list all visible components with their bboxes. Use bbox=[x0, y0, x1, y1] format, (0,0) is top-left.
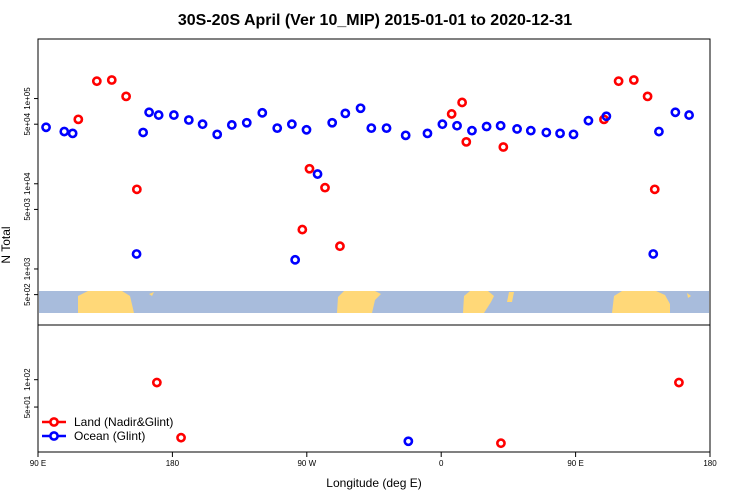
land-point bbox=[151, 377, 162, 388]
x-tick-label: 90 E bbox=[567, 459, 583, 468]
land-point bbox=[335, 241, 345, 252]
ocean-point bbox=[381, 123, 392, 134]
ocean-point bbox=[144, 107, 155, 118]
bottom-panel-frame bbox=[37, 324, 711, 453]
land-patch bbox=[507, 292, 514, 302]
ocean-point bbox=[286, 119, 297, 130]
ocean-point bbox=[403, 436, 414, 447]
y-tick-label: 5e+01 bbox=[23, 395, 32, 418]
land-point bbox=[674, 377, 684, 388]
land-point bbox=[297, 224, 308, 235]
land-point bbox=[176, 432, 186, 443]
ocean-point bbox=[568, 129, 579, 140]
x-tick-label: 90 W bbox=[297, 459, 316, 468]
ocean-point bbox=[654, 126, 664, 137]
y-tick-label: 5e+02 bbox=[23, 283, 32, 306]
ocean-point bbox=[481, 121, 492, 132]
y-tick-label: 5e+03 bbox=[23, 198, 32, 221]
ocean-point bbox=[355, 103, 366, 114]
land-point bbox=[446, 109, 457, 119]
y-tick-label: 1e+04 bbox=[23, 172, 32, 195]
land-patch bbox=[149, 292, 154, 296]
ocean-point bbox=[212, 129, 223, 140]
ocean-point bbox=[400, 130, 411, 141]
ocean-point bbox=[340, 108, 351, 119]
ocean-point bbox=[555, 128, 565, 139]
land-point bbox=[613, 76, 624, 87]
ocean-point bbox=[226, 120, 237, 130]
legend-label: Ocean (Glint) bbox=[74, 429, 145, 443]
y-axis-label: N Total bbox=[0, 226, 13, 263]
ocean-point bbox=[541, 127, 552, 138]
ocean-point bbox=[153, 110, 164, 120]
y-tick-label: 5e+04 bbox=[23, 112, 32, 135]
ocean-point bbox=[601, 111, 612, 122]
axes: 90 E 180 90 W 0 90 E 180 5e+02 1e+03 5e+03 1e+04 5… bbox=[23, 87, 717, 468]
legend-marker bbox=[49, 431, 59, 441]
top-panel-frame bbox=[37, 38, 711, 326]
ocean-point bbox=[512, 124, 522, 134]
ocean-point bbox=[684, 110, 694, 120]
y-tick-label: 1e+02 bbox=[23, 368, 32, 391]
land-point bbox=[461, 136, 472, 147]
land-patch bbox=[463, 291, 494, 313]
x-tick-label: 180 bbox=[703, 459, 717, 468]
ocean-point bbox=[312, 169, 323, 179]
legend: Land (Nadir&Glint)Ocean (Glint) bbox=[42, 415, 173, 443]
y-tick-label: 1e+03 bbox=[23, 257, 32, 280]
land-point bbox=[457, 97, 468, 108]
legend-marker bbox=[49, 417, 59, 427]
ocean-point bbox=[290, 254, 301, 265]
ocean-point bbox=[41, 122, 51, 133]
land-point bbox=[106, 75, 117, 85]
ocean-point bbox=[437, 119, 448, 130]
ocean-point bbox=[422, 128, 433, 139]
legend-label: Land (Nadir&Glint) bbox=[74, 415, 173, 429]
ocean-point bbox=[131, 249, 142, 259]
ocean-point bbox=[495, 120, 506, 131]
ocean-point bbox=[67, 128, 78, 139]
y-tick-label: 1e+05 bbox=[23, 87, 32, 110]
land-patch bbox=[612, 291, 670, 313]
land-patch bbox=[78, 291, 134, 313]
x-tick-label: 90 E bbox=[30, 459, 46, 468]
ocean-point bbox=[59, 126, 70, 137]
land-point bbox=[642, 91, 653, 102]
ocean-point bbox=[183, 115, 194, 125]
ocean-point bbox=[272, 123, 283, 134]
ocean-point bbox=[301, 124, 312, 135]
land-point bbox=[498, 142, 509, 152]
ocean-point bbox=[168, 110, 179, 120]
land-point bbox=[649, 184, 660, 195]
ocean-point bbox=[327, 117, 338, 128]
x-tick-label: 180 bbox=[166, 459, 180, 468]
chart-title: 30S-20S April (Ver 10_MIP) 2015-01-01 to… bbox=[178, 12, 572, 29]
x-axis-label: Longitude (deg E) bbox=[326, 476, 421, 490]
ocean-point bbox=[241, 117, 252, 128]
landmask-strip bbox=[39, 291, 709, 313]
land-point bbox=[73, 114, 84, 125]
ocean-point bbox=[257, 107, 268, 118]
ocean-point bbox=[197, 119, 208, 130]
land-patch bbox=[687, 293, 691, 298]
land-point bbox=[320, 182, 330, 193]
ocean-point bbox=[366, 123, 377, 134]
land-point bbox=[628, 75, 639, 85]
ocean-point bbox=[583, 115, 594, 126]
land-point bbox=[131, 184, 142, 195]
ocean-point bbox=[452, 120, 462, 131]
land-point bbox=[91, 76, 102, 87]
land-point bbox=[304, 163, 315, 174]
land-point bbox=[496, 438, 506, 449]
ocean-point bbox=[670, 107, 681, 118]
data-points bbox=[41, 75, 694, 449]
x-tick-label: 0 bbox=[439, 459, 444, 468]
ocean-point bbox=[467, 125, 477, 136]
ocean-point bbox=[525, 125, 536, 136]
land-patch bbox=[337, 291, 381, 313]
ocean-point bbox=[138, 127, 149, 138]
land-point bbox=[121, 91, 132, 102]
ocean-point bbox=[648, 249, 659, 259]
